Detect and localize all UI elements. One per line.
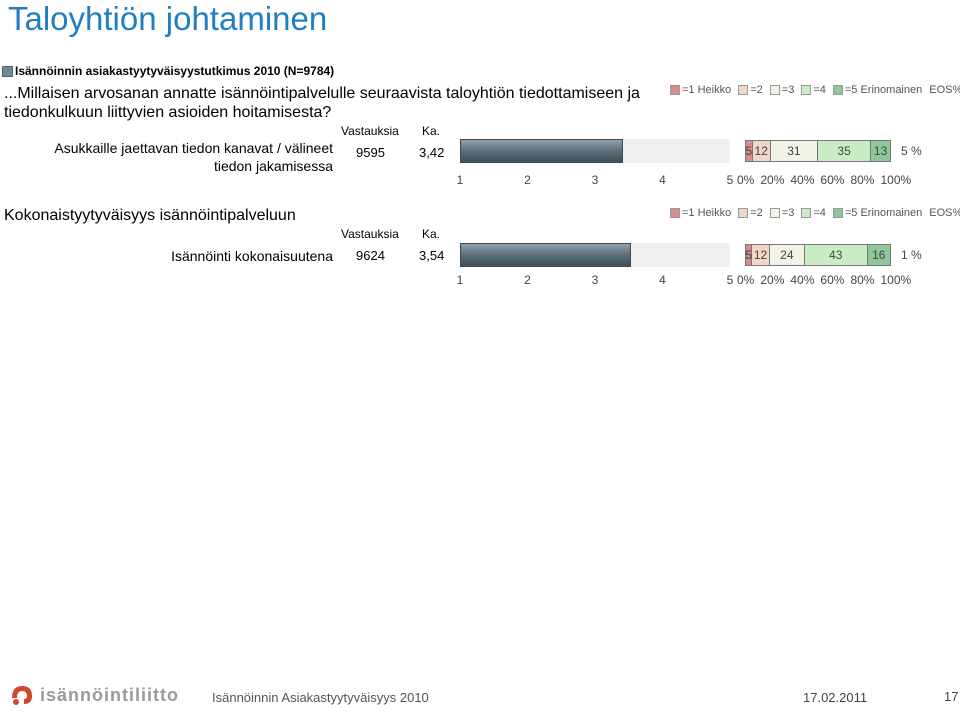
distribution-segment: 43 xyxy=(804,244,868,266)
slide-title: Taloyhtiön johtaminen xyxy=(8,0,328,37)
legend-item: =5 Erinomainen xyxy=(832,207,923,219)
average-axis-tick: 3 xyxy=(591,273,599,287)
footer-text: Isännöinnin Asiakastyytyväisyys 2010 xyxy=(212,690,429,705)
distribution-segment: 24 xyxy=(769,244,805,266)
question-text: ...Millaisen arvosanan annatte isännöint… xyxy=(4,85,640,121)
legend-eos-label: EOS% xyxy=(929,84,960,96)
legend: =1 Heikko =2 =3 =4 =5 Erinomainen EOS% xyxy=(670,207,960,219)
eos-value: 5 % xyxy=(901,144,922,158)
percent-axis-tick: 0% xyxy=(737,173,755,187)
legend-eos-label: EOS% xyxy=(929,207,960,219)
legend-swatch xyxy=(832,85,843,95)
legend-label: =2 xyxy=(750,207,763,219)
legend-label: =1 Heikko xyxy=(682,84,732,96)
average-bar-track xyxy=(460,243,730,267)
average-axis-tick: 4 xyxy=(659,173,666,187)
legend-swatch xyxy=(670,208,680,218)
legend-swatch xyxy=(670,85,680,95)
legend-item: =2 xyxy=(738,207,763,219)
distribution-segment: 13 xyxy=(871,140,891,162)
legend-item: =5 Erinomainen xyxy=(832,84,923,96)
distribution-segment: 16 xyxy=(867,244,891,266)
legend-swatch xyxy=(832,208,843,218)
legend-item: =3 xyxy=(769,84,795,96)
footer-date: 17.02.2011 xyxy=(803,690,868,705)
average-bar-track xyxy=(460,139,730,163)
legend-label: =1 Heikko xyxy=(682,207,732,219)
legend-item: =4 xyxy=(801,207,826,219)
logo: isännöintiliitto xyxy=(8,682,179,708)
average-axis-tick: 4 xyxy=(659,273,666,287)
legend-swatch xyxy=(769,85,780,95)
survey-label: Isännöinnin asiakastyytyväisyystutkimus … xyxy=(2,64,334,78)
eos-value: 1 % xyxy=(901,248,922,262)
survey-series-swatch xyxy=(2,65,13,77)
percent-axis-tick: 100% xyxy=(880,273,912,287)
percent-axis-tick: 20% xyxy=(760,273,785,287)
average-header: Ka. xyxy=(422,227,441,241)
logo-text: isännöintiliitto xyxy=(40,684,179,705)
row-responses: 9595 xyxy=(356,145,385,160)
percent-axis-tick: 80% xyxy=(850,173,875,187)
average-axis-tick: 5 xyxy=(726,173,734,187)
legend-label: =4 xyxy=(813,207,826,219)
distribution-segment: 12 xyxy=(752,140,771,162)
responses-header: Vastauksia xyxy=(341,227,399,241)
distribution-bar: 5 12 24 43 16 xyxy=(745,244,891,266)
legend-item: =2 xyxy=(738,84,763,96)
percent-axis-tick: 60% xyxy=(820,273,845,287)
responses-header: Vastauksia xyxy=(341,124,399,138)
legend-swatch xyxy=(738,208,749,218)
legend-label: =3 xyxy=(781,84,795,96)
legend-item: =4 xyxy=(801,84,826,96)
legend-swatch xyxy=(738,85,749,95)
distribution-segment: 5 xyxy=(745,140,753,162)
legend-swatch xyxy=(801,85,812,95)
legend: =1 Heikko =2 =3 =4 =5 Erinomainen EOS% xyxy=(670,84,960,96)
legend-item: =1 Heikko xyxy=(670,207,731,219)
average-axis-tick: 2 xyxy=(524,273,531,287)
average-axis-tick: 1 xyxy=(456,273,464,287)
section2-title: Kokonaistyytyväisyys isännöintipalveluun xyxy=(4,207,296,224)
percent-axis-tick: 20% xyxy=(760,173,785,187)
row-average-value: 3,54 xyxy=(419,248,445,263)
distribution-segment: 12 xyxy=(752,244,770,266)
average-header: Ka. xyxy=(422,124,441,138)
average-axis-tick: 3 xyxy=(591,173,599,187)
legend-label: =3 xyxy=(781,207,795,219)
distribution-segment: 31 xyxy=(770,140,818,162)
legend-label: =4 xyxy=(813,84,826,96)
average-axis-tick: 5 xyxy=(726,273,734,287)
legend-label: =5 Erinomainen xyxy=(844,207,923,219)
percent-axis-tick: 0% xyxy=(737,273,755,287)
average-axis-tick: 1 xyxy=(456,173,464,187)
legend-swatch xyxy=(769,208,780,218)
legend-swatch xyxy=(801,208,812,218)
survey-label-text: Isännöinnin asiakastyytyväisyystutkimus … xyxy=(15,64,335,78)
row-label: Asukkaille jaettavan tiedon kanavat / vä… xyxy=(54,140,333,174)
percent-axis-tick: 60% xyxy=(820,173,845,187)
row-label: Isännöinti kokonaisuutena xyxy=(171,248,333,264)
distribution-segment: 5 xyxy=(745,244,753,266)
percent-axis: 0% 20% 40% 60% 80% 100% xyxy=(737,173,917,187)
average-bar xyxy=(460,243,632,267)
legend-item: =3 xyxy=(769,207,795,219)
row-responses: 9624 xyxy=(356,248,385,263)
average-bar xyxy=(460,139,624,163)
legend-label: =5 Erinomainen xyxy=(844,84,923,96)
distribution-segment: 35 xyxy=(817,140,872,162)
percent-axis-tick: 80% xyxy=(850,273,875,287)
percent-axis-tick: 40% xyxy=(790,173,815,187)
percent-axis-tick: 100% xyxy=(880,173,912,187)
average-axis-tick: 2 xyxy=(524,173,531,187)
page-number: 17 xyxy=(944,689,959,704)
logo-mark-icon xyxy=(12,686,32,705)
row-average-value: 3,42 xyxy=(419,145,445,160)
percent-axis-tick: 40% xyxy=(790,273,815,287)
percent-axis: 0% 20% 40% 60% 80% 100% xyxy=(737,273,917,287)
distribution-bar: 5 12 31 35 13 xyxy=(745,140,891,162)
legend-item: =1 Heikko xyxy=(670,84,731,96)
legend-label: =2 xyxy=(750,84,763,96)
